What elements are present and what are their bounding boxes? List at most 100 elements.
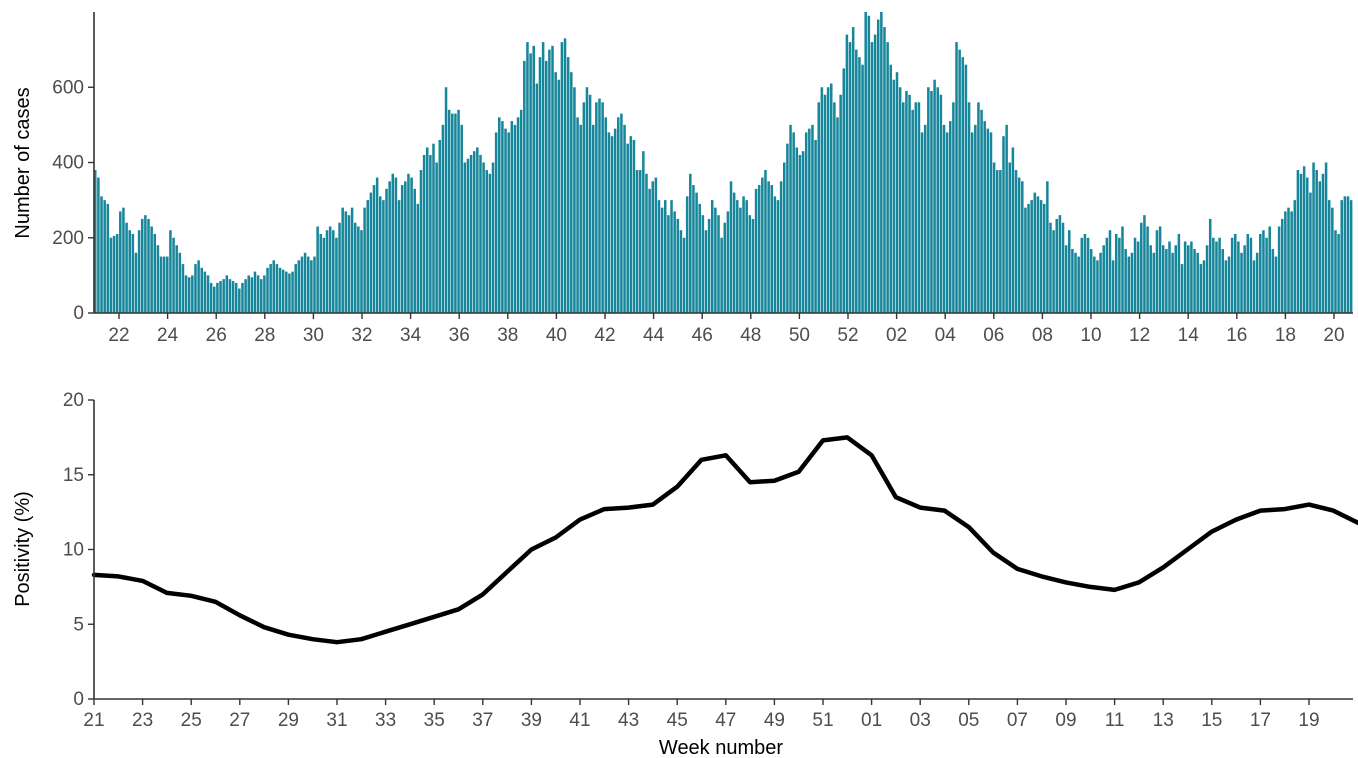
cases-bar: [197, 260, 200, 313]
cases-bar: [989, 132, 993, 313]
cases-bar: [169, 230, 172, 313]
cases-bar: [466, 158, 470, 313]
cases-bar: [291, 271, 294, 313]
cases-bar: [613, 128, 617, 313]
cases-bar: [519, 109, 523, 313]
cases-bar: [858, 57, 861, 314]
positivity-x-tick-label: 45: [667, 710, 688, 731]
cases-bar: [620, 113, 623, 313]
cases-x-tick-label: 04: [935, 325, 957, 346]
cases-bar: [316, 226, 319, 313]
cases-bar: [1108, 230, 1112, 313]
cases-bar: [554, 72, 557, 313]
cases-bar: [404, 181, 407, 313]
cases-bar: [281, 269, 285, 313]
cases-bar: [955, 42, 958, 313]
cases-bar: [886, 42, 889, 313]
cases-bar: [654, 177, 658, 313]
cases-bar: [1077, 256, 1080, 313]
cases-bar: [679, 230, 683, 313]
cases-bar: [253, 271, 257, 313]
cases-bar: [770, 185, 774, 313]
cases-bar: [451, 113, 454, 313]
cases-bar: [457, 109, 460, 313]
cases-bar: [488, 173, 492, 313]
cases-bar: [1290, 211, 1293, 313]
cases-x-tick-label: 42: [594, 325, 615, 346]
cases-x-tick-label: 46: [692, 325, 713, 346]
cases-bars: [94, 12, 1353, 314]
cases-bar: [1193, 249, 1196, 313]
cases-bar: [1080, 237, 1084, 313]
cases-bar: [416, 203, 420, 313]
cases-bar: [983, 121, 986, 313]
cases-bar: [476, 147, 479, 313]
cases-bar: [263, 275, 266, 314]
cases-bar: [178, 252, 182, 313]
cases-bar: [1321, 173, 1325, 313]
cases-bar: [1021, 181, 1024, 313]
cases-bar: [181, 264, 185, 313]
cases-bar: [1284, 211, 1287, 313]
positivity-x-tick-label: 47: [715, 710, 736, 731]
cases-bar: [166, 256, 169, 313]
cases-bar: [259, 279, 263, 313]
positivity-x-tick-label: 37: [472, 710, 493, 731]
cases-bar: [1155, 230, 1159, 313]
cases-bar: [200, 267, 204, 313]
cases-bar: [892, 79, 896, 313]
positivity-x-tick-label: 17: [1250, 710, 1271, 731]
cases-bar: [247, 275, 250, 314]
cases-bar: [1221, 249, 1224, 313]
cases-x-tick-label: 36: [449, 325, 470, 346]
cases-bar: [999, 170, 1002, 313]
cases-bar: [447, 109, 451, 313]
cases-bar: [1331, 207, 1334, 313]
cases-bar: [1255, 252, 1259, 313]
cases-x-tick-label: 30: [303, 325, 324, 346]
cases-bar: [213, 286, 216, 313]
cases-bar: [391, 173, 395, 313]
cases-bar: [250, 277, 254, 313]
cases-bar: [153, 233, 157, 313]
cases-bar: [1064, 245, 1068, 313]
cases-bar: [325, 230, 329, 313]
cases-bar: [732, 192, 736, 313]
cases-bar: [209, 282, 213, 313]
positivity-x-tick-label: 07: [1007, 710, 1028, 731]
cases-bar: [482, 162, 485, 313]
cases-bar: [272, 260, 276, 313]
positivity-y-axis-title: Positivity (%): [12, 491, 34, 607]
cases-bar: [485, 170, 489, 313]
cases-bar: [720, 237, 723, 313]
cases-x-tick-label: 12: [1129, 325, 1150, 346]
cases-bar: [238, 288, 241, 313]
cases-bar: [184, 275, 188, 314]
cases-bar: [745, 200, 748, 314]
cases-bar: [1118, 237, 1121, 313]
cases-bar: [579, 124, 582, 314]
cases-bar: [905, 91, 908, 313]
cases-bar: [995, 170, 999, 313]
positivity-x-tick-label: 11: [1105, 710, 1125, 731]
cases-x-tick-label: 28: [254, 325, 275, 346]
cases-bar: [429, 154, 432, 313]
cases-bar: [1130, 252, 1134, 313]
cases-bar: [914, 102, 918, 313]
cases-bar: [604, 117, 608, 313]
cases-bar: [1171, 252, 1174, 313]
cases-x-tick-label: 18: [1275, 325, 1296, 346]
cases-bar: [607, 132, 611, 313]
cases-bar: [379, 196, 382, 313]
cases-bar: [977, 102, 980, 313]
cases-bar: [1036, 196, 1040, 313]
cases-bar: [338, 222, 341, 313]
positivity-x-tick-label: 35: [424, 710, 445, 731]
cases-bar: [397, 200, 401, 314]
cases-bar: [742, 196, 745, 313]
cases-bar: [347, 215, 351, 313]
cases-bar: [513, 124, 517, 314]
cases-bar: [588, 94, 592, 313]
